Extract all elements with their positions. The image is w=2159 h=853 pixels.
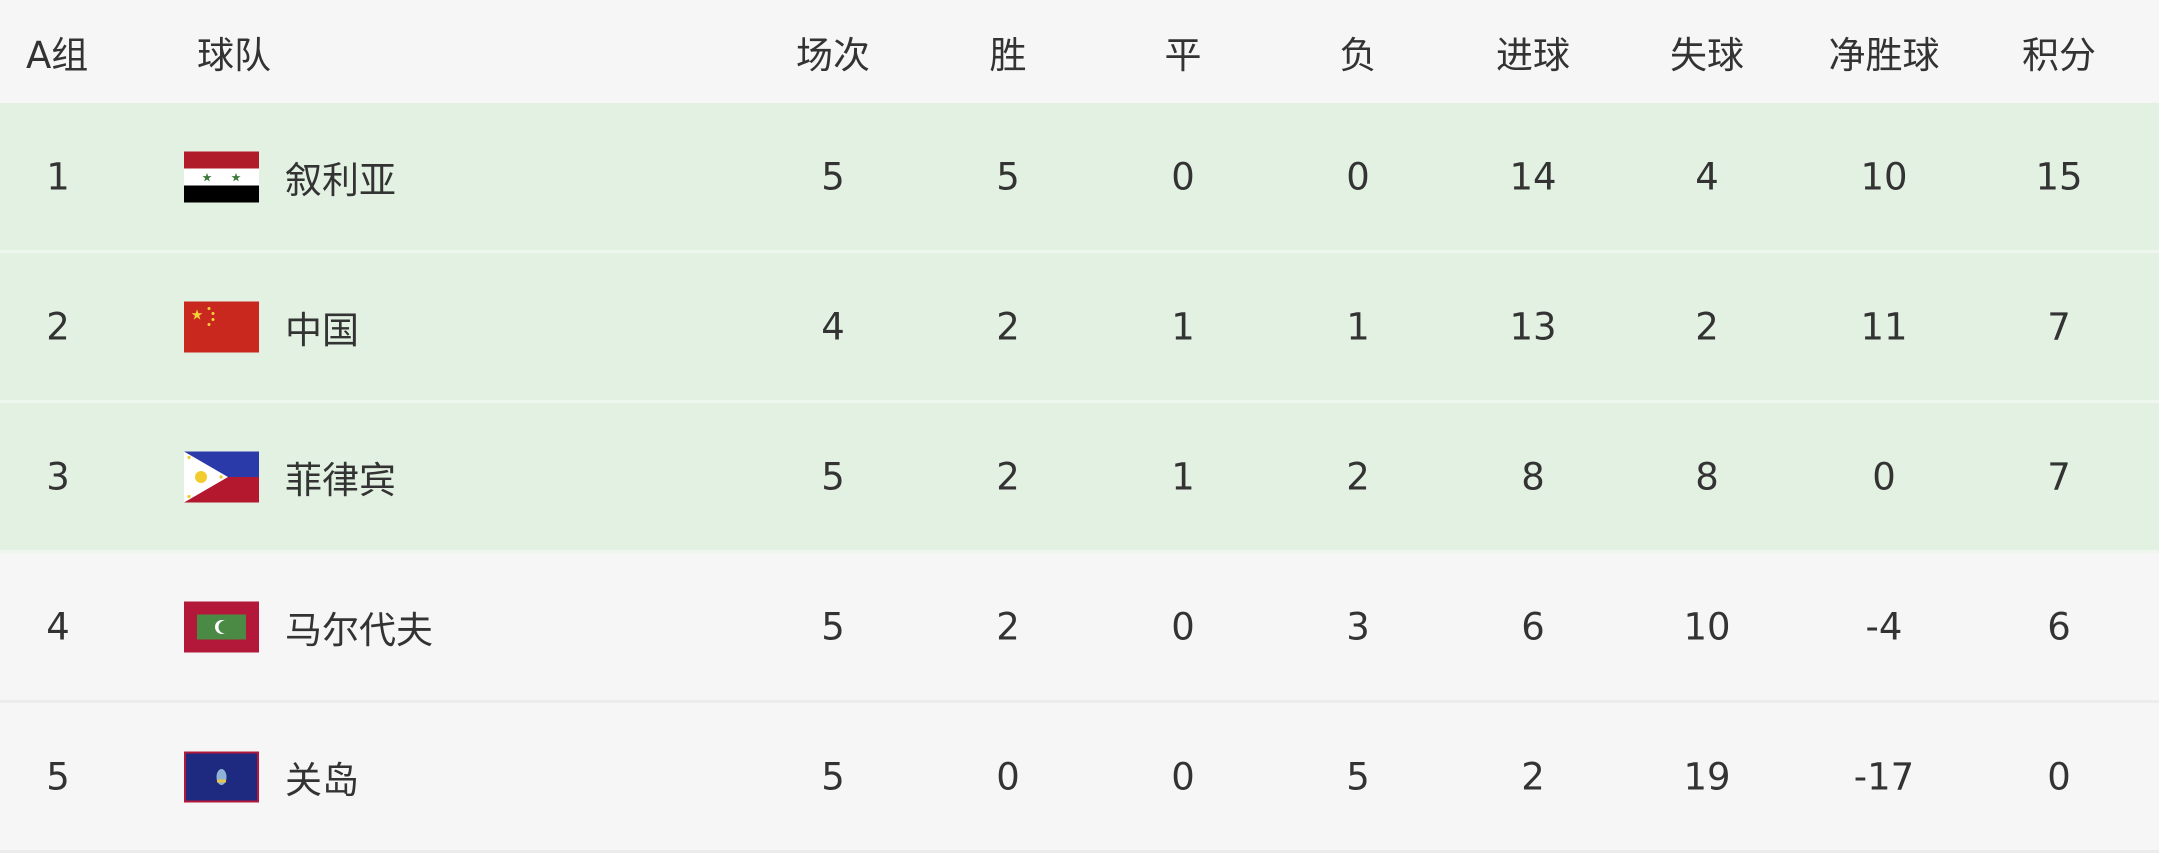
col-header-draws: 平 bbox=[1164, 33, 1202, 77]
team-name: 关岛 bbox=[285, 758, 359, 802]
stat-goals-for: 14 bbox=[1509, 155, 1557, 198]
col-header-goals-against: 失球 bbox=[1670, 33, 1744, 77]
guam-flag-icon bbox=[184, 751, 259, 802]
col-header-losses: 负 bbox=[1339, 33, 1377, 77]
svg-text:★: ★ bbox=[191, 307, 204, 323]
stat-goals-for: 6 bbox=[1521, 605, 1545, 648]
stat-losses: 5 bbox=[1346, 755, 1370, 798]
stat-goal-diff: 10 bbox=[1860, 155, 1908, 198]
stat-goals-for: 2 bbox=[1521, 755, 1545, 798]
stat-goal-diff: -4 bbox=[1865, 605, 1903, 648]
stat-losses: 1 bbox=[1346, 305, 1370, 348]
china-flag-icon: ★ bbox=[184, 301, 259, 352]
stat-goal-diff: 0 bbox=[1872, 455, 1896, 498]
table-header: A组 球队 场次 胜 平 负 进球 失球 净胜球 积分 bbox=[0, 0, 2159, 103]
stat-played: 5 bbox=[821, 155, 845, 198]
stat-points: 7 bbox=[2047, 305, 2071, 348]
maldives-flag-icon bbox=[184, 601, 259, 652]
stat-goal-diff: 11 bbox=[1860, 305, 1908, 348]
stat-played: 5 bbox=[821, 455, 845, 498]
stat-losses: 3 bbox=[1346, 605, 1370, 648]
stat-played: 5 bbox=[821, 605, 845, 648]
stat-played: 5 bbox=[821, 755, 845, 798]
table-row: 3 菲律宾 5 2 1 2 8 8 0 7 bbox=[0, 403, 2159, 553]
stat-wins: 2 bbox=[996, 455, 1020, 498]
stat-wins: 2 bbox=[996, 605, 1020, 648]
stat-points: 6 bbox=[2047, 605, 2071, 648]
col-header-points: 积分 bbox=[2022, 33, 2096, 77]
table-row: 1 ★ ★ 叙利亚 5 5 0 0 14 4 10 15 bbox=[0, 103, 2159, 253]
col-header-goals-for: 进球 bbox=[1496, 33, 1570, 77]
stat-losses: 2 bbox=[1346, 455, 1370, 498]
stat-played: 4 bbox=[821, 305, 845, 348]
stat-draws: 0 bbox=[1171, 155, 1195, 198]
stat-draws: 0 bbox=[1171, 755, 1195, 798]
stat-wins: 5 bbox=[996, 155, 1020, 198]
team-name: 中国 bbox=[285, 308, 359, 352]
stat-wins: 2 bbox=[996, 305, 1020, 348]
group-header: A组 bbox=[26, 33, 89, 77]
stat-goals-against: 4 bbox=[1695, 155, 1719, 198]
stat-points: 0 bbox=[2047, 755, 2071, 798]
stat-points: 15 bbox=[2035, 155, 2083, 198]
table-row: 5 关岛 5 0 0 5 2 19 -17 0 bbox=[0, 703, 2159, 853]
stat-draws: 1 bbox=[1171, 305, 1195, 348]
stat-points: 7 bbox=[2047, 455, 2071, 498]
stat-goal-diff: -17 bbox=[1853, 755, 1915, 798]
col-header-played: 场次 bbox=[796, 33, 870, 77]
stat-draws: 1 bbox=[1171, 455, 1195, 498]
table-row: 4 马尔代夫 5 2 0 3 6 10 -4 6 bbox=[0, 553, 2159, 703]
stat-goals-for: 13 bbox=[1509, 305, 1557, 348]
table-row: 2 ★ 中国 4 2 1 1 13 2 11 7 bbox=[0, 253, 2159, 403]
stat-goals-for: 8 bbox=[1521, 455, 1545, 498]
stat-goals-against: 10 bbox=[1683, 605, 1731, 648]
stat-goals-against: 19 bbox=[1683, 755, 1731, 798]
rank: 3 bbox=[46, 455, 70, 498]
col-header-wins: 胜 bbox=[989, 33, 1027, 77]
svg-text:★: ★ bbox=[231, 170, 242, 184]
team-name: 菲律宾 bbox=[285, 458, 396, 502]
team-name: 叙利亚 bbox=[285, 158, 396, 202]
stat-losses: 0 bbox=[1346, 155, 1370, 198]
svg-text:★: ★ bbox=[202, 170, 213, 184]
rank: 1 bbox=[46, 155, 70, 198]
stat-draws: 0 bbox=[1171, 605, 1195, 648]
stat-goals-against: 2 bbox=[1695, 305, 1719, 348]
team-header: 球队 bbox=[197, 33, 271, 77]
philippines-flag-icon bbox=[184, 451, 259, 502]
syria-flag-icon: ★ ★ bbox=[184, 151, 259, 202]
rank: 5 bbox=[46, 755, 70, 798]
col-header-goal-diff: 净胜球 bbox=[1828, 33, 1940, 77]
stat-goals-against: 8 bbox=[1695, 455, 1719, 498]
rank: 4 bbox=[46, 605, 70, 648]
rank: 2 bbox=[46, 305, 70, 348]
team-name: 马尔代夫 bbox=[285, 608, 433, 652]
stat-wins: 0 bbox=[996, 755, 1020, 798]
